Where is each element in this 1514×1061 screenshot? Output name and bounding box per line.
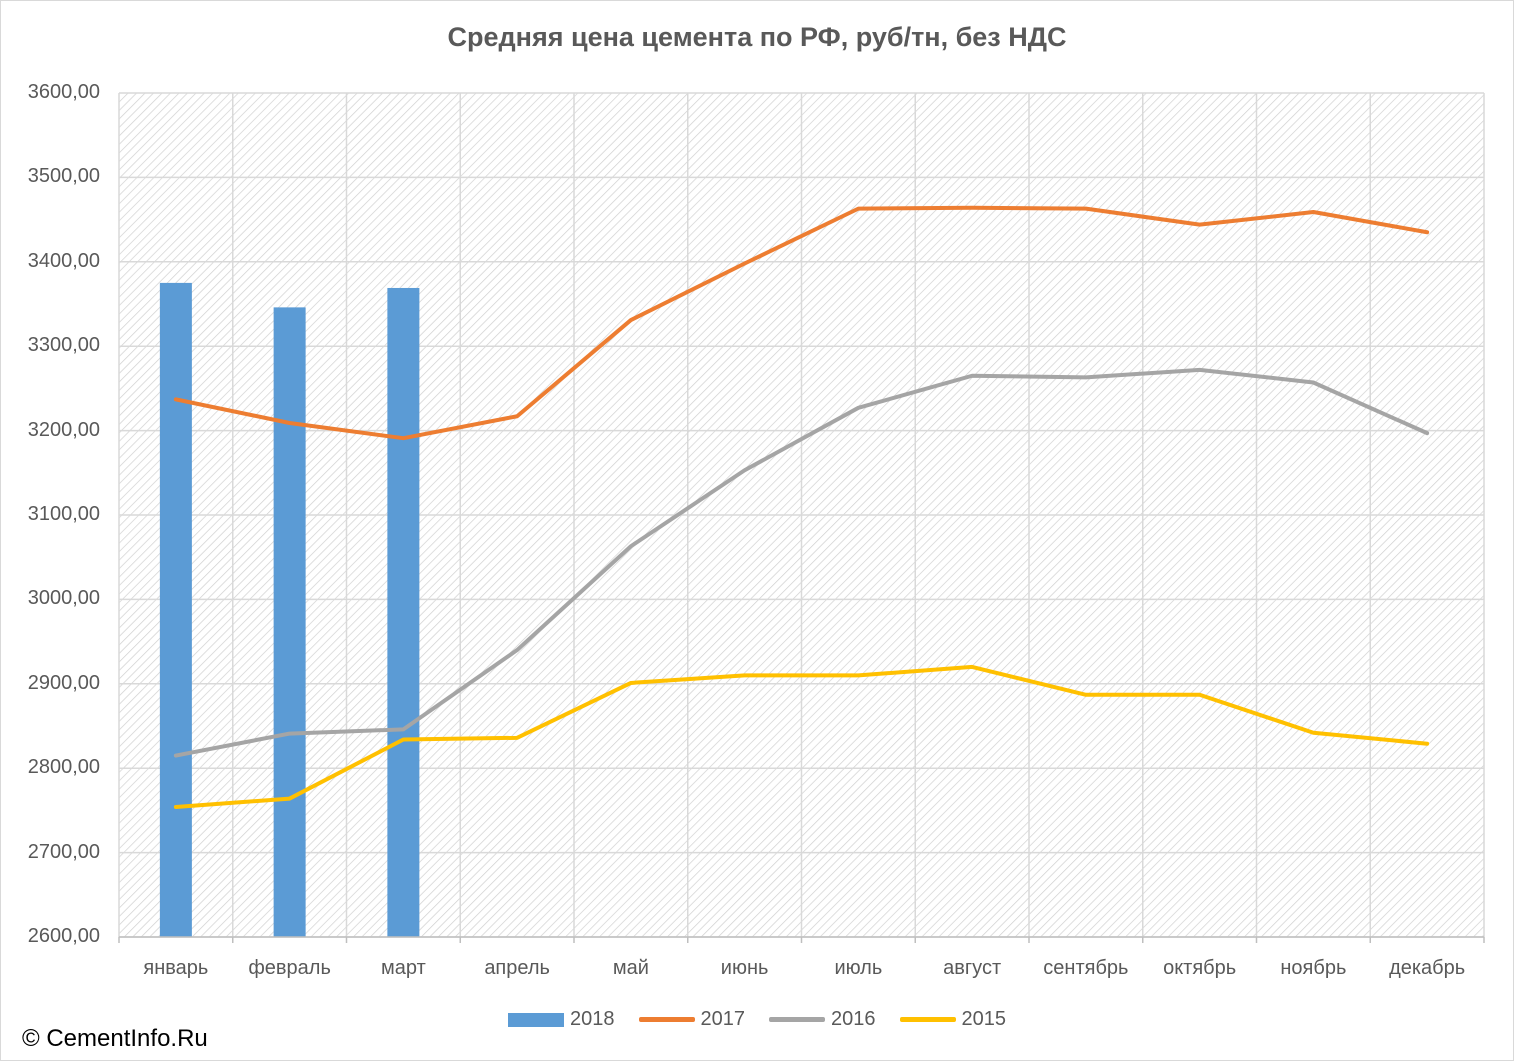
y-tick-label: 3100,00 xyxy=(27,503,100,525)
y-tick-label: 2700,00 xyxy=(27,840,100,863)
legend-item-2018: 2018 xyxy=(508,1008,615,1031)
x-tick-label: октябрь xyxy=(1163,957,1237,979)
x-tick-label: июнь xyxy=(720,957,769,979)
copyright-text: © CementInfo.Ru xyxy=(22,1025,208,1052)
bar-2018 xyxy=(387,287,420,937)
y-tick-label: 2900,00 xyxy=(27,671,100,694)
x-tick-label: февраль xyxy=(248,957,331,979)
bar-2018 xyxy=(159,282,192,937)
legend: 2018 2017 2016 2015 xyxy=(0,1008,1514,1031)
bar-2018 xyxy=(273,307,306,938)
legend-label: 2015 xyxy=(961,1008,1007,1030)
y-tick-label: 2600,00 xyxy=(27,925,100,947)
line-series-2016 xyxy=(173,367,1430,758)
legend-label: 2016 xyxy=(831,1008,876,1030)
x-tick-label: май xyxy=(612,957,649,979)
y-tick-label: 3600,00 xyxy=(27,81,100,103)
chart-title: Средняя цена цемента по РФ, руб/тн, без … xyxy=(447,22,1067,52)
x-tick-label: сентябрь xyxy=(1043,957,1129,979)
y-tick-label: 3000,00 xyxy=(27,587,100,610)
legend-item-2016: 2016 xyxy=(769,1008,876,1031)
y-tick-label: 3400,00 xyxy=(27,249,100,272)
legend-item-2017: 2017 xyxy=(638,1008,746,1031)
x-tick-label: июль xyxy=(834,957,883,979)
y-tick-label: 3300,00 xyxy=(27,334,100,357)
line-series-2017 xyxy=(173,205,1430,441)
legend-swatch xyxy=(638,1017,695,1022)
x-tick-label: август xyxy=(943,957,1002,979)
legend-swatch xyxy=(508,1012,564,1027)
x-tick-label: апрель xyxy=(484,957,550,979)
y-tick-label: 3500,00 xyxy=(27,165,100,188)
y-tick-label: 3200,00 xyxy=(27,418,100,441)
x-tick-label: январь xyxy=(143,957,209,979)
legend-label: 2018 xyxy=(570,1008,615,1030)
x-tick-label: декабрь xyxy=(1389,957,1466,979)
legend-swatch xyxy=(899,1017,956,1022)
line-series-2015 xyxy=(173,664,1430,810)
y-tick-label: 2800,00 xyxy=(27,756,100,779)
legend-swatch xyxy=(769,1017,825,1022)
x-tick-label: март xyxy=(381,957,426,979)
x-tick-label: ноябрь xyxy=(1280,957,1347,979)
legend-label: 2017 xyxy=(700,1008,746,1030)
legend-item-2015: 2015 xyxy=(899,1008,1007,1031)
